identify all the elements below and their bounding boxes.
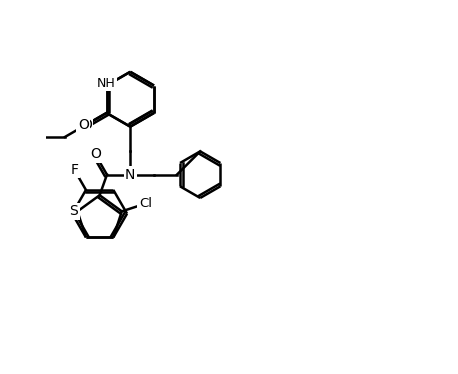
Text: F: F xyxy=(70,163,78,177)
Text: Cl: Cl xyxy=(139,197,152,210)
Text: O: O xyxy=(78,118,89,132)
Text: N: N xyxy=(125,168,136,182)
Text: S: S xyxy=(70,204,78,218)
Text: O: O xyxy=(81,117,92,132)
Text: NH: NH xyxy=(97,77,116,90)
Text: O: O xyxy=(90,147,101,162)
